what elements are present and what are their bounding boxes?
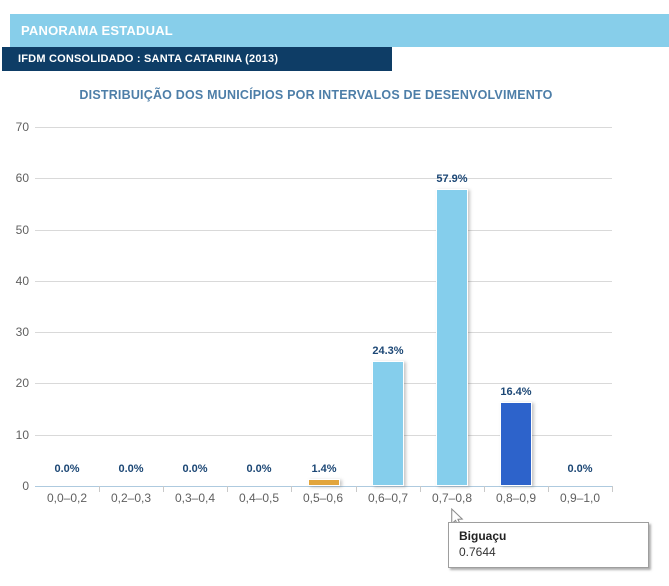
y-axis-tick-label: 70 bbox=[15, 120, 29, 134]
bar-value-label: 0.0% bbox=[246, 463, 272, 475]
y-axis-tick-label: 20 bbox=[15, 376, 29, 391]
y-axis-tick-label: 30 bbox=[15, 325, 29, 340]
chart-bar-0_6_0_7[interactable] bbox=[372, 361, 404, 486]
tooltip-value: 0.7644 bbox=[459, 545, 496, 559]
y-gridline bbox=[35, 178, 612, 180]
y-axis-tick-label: 60 bbox=[15, 171, 29, 186]
x-axis-category-label: 0,0–0,2 bbox=[46, 491, 88, 505]
x-axis-category-label: 0,4–0,5 bbox=[238, 491, 280, 505]
chart-bar-0_7_0_8[interactable] bbox=[436, 189, 468, 486]
y-gridline bbox=[35, 383, 612, 385]
bar-value-label: 0.0% bbox=[182, 463, 208, 475]
y-gridline bbox=[35, 127, 612, 128]
x-axis-category-label: 0,5–0,6 bbox=[302, 491, 344, 505]
tooltip-municipality-name: Biguaçu bbox=[459, 529, 507, 543]
y-gridline bbox=[35, 434, 612, 436]
x-axis-tick bbox=[99, 486, 100, 492]
x-axis-category-label: 0,8–0,9 bbox=[495, 491, 537, 505]
x-axis-line bbox=[35, 486, 612, 487]
y-gridline bbox=[35, 229, 612, 231]
x-axis-tick bbox=[356, 486, 357, 492]
chart-bar-0_8_0_9[interactable] bbox=[500, 402, 532, 486]
y-gridline bbox=[35, 332, 612, 334]
x-axis-category-label: 0,2–0,3 bbox=[110, 491, 152, 505]
x-axis-category-label: 0,7–0,8 bbox=[431, 491, 473, 505]
y-gridline bbox=[35, 280, 612, 282]
bar-value-label: 57.9% bbox=[436, 173, 468, 185]
x-axis-tick bbox=[420, 486, 421, 492]
y-axis-tick-label: 50 bbox=[15, 222, 29, 237]
bar-value-label: 0.0% bbox=[54, 463, 80, 475]
y-axis-tick-label: 40 bbox=[15, 273, 29, 288]
bar-value-label: 24.3% bbox=[372, 345, 404, 357]
x-axis-tick bbox=[227, 486, 228, 492]
x-axis-tick bbox=[291, 486, 292, 492]
x-axis-tick bbox=[484, 486, 485, 492]
bar-value-label: 0.0% bbox=[567, 463, 593, 475]
panorama-header-label: PANORAMA ESTADUAL bbox=[21, 23, 173, 38]
x-axis-tick bbox=[548, 486, 549, 492]
x-axis-category-label: 0,6–0,7 bbox=[367, 491, 409, 505]
bar-value-label: 0.0% bbox=[118, 463, 144, 475]
y-axis-tick-label: 10 bbox=[15, 427, 29, 442]
x-axis-category-label: 0,3–0,4 bbox=[174, 491, 216, 505]
y-axis-tick-label: 0 bbox=[22, 479, 29, 493]
ifdm-subheader-bar: IFDM CONSOLIDADO : SANTA CATARINA (2013) bbox=[2, 47, 392, 71]
x-axis-tick bbox=[163, 486, 164, 492]
chart-title: DISTRIBUIÇÃO DOS MUNICÍPIOS POR INTERVAL… bbox=[79, 88, 553, 102]
x-axis-category-label: 0,9–1,0 bbox=[559, 491, 601, 505]
chart-tooltip: Biguaçu 0.7644 bbox=[448, 522, 649, 568]
x-axis-tick bbox=[612, 486, 613, 492]
bar-value-label: 16.4% bbox=[500, 386, 532, 398]
chart-bar-0_5_0_6[interactable] bbox=[308, 479, 340, 486]
bar-value-label: 1.4% bbox=[311, 463, 337, 475]
ifdm-subheader-label: IFDM CONSOLIDADO : SANTA CATARINA (2013) bbox=[18, 53, 279, 65]
panorama-header-bar: PANORAMA ESTADUAL bbox=[10, 14, 669, 47]
